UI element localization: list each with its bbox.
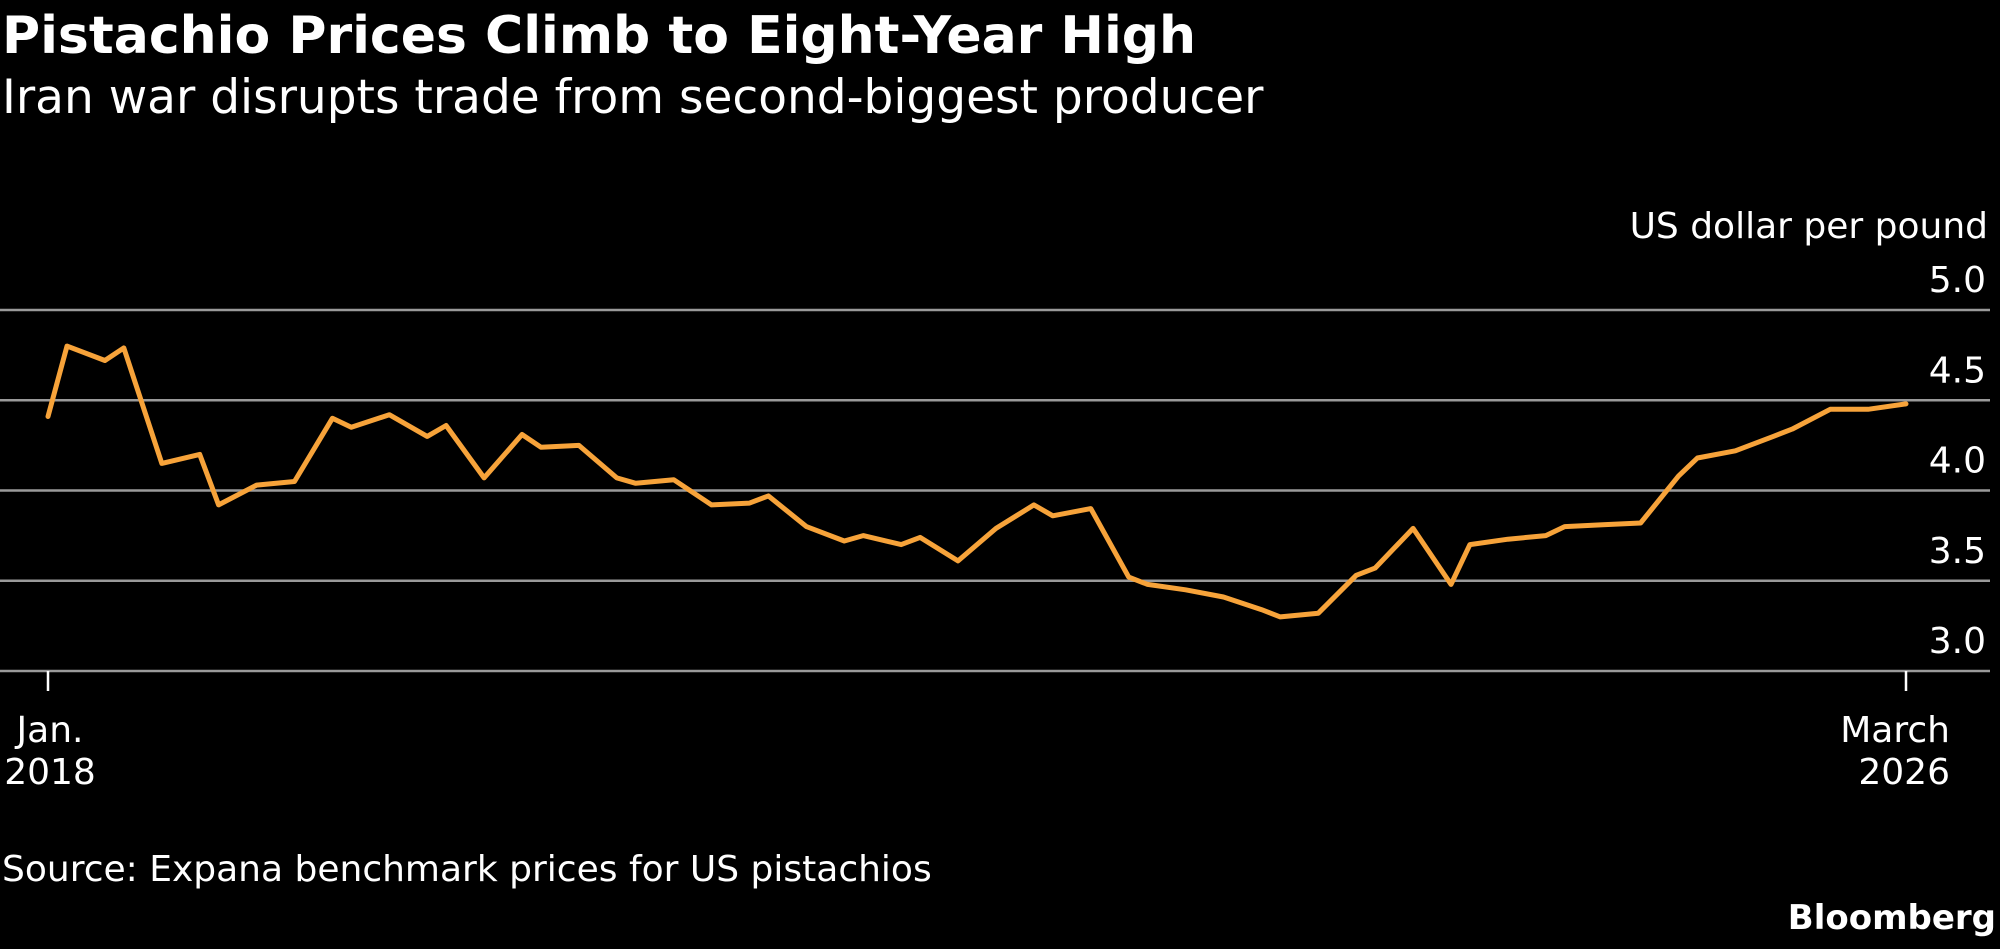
y-tick-label: 3.0: [1929, 621, 1986, 662]
y-tick-label: 3.5: [1929, 531, 1986, 572]
source-note: Source: Expana benchmark prices for US p…: [2, 849, 932, 890]
y-tick-label: 5.0: [1929, 260, 1986, 301]
x-tick-label: Jan.: [15, 710, 84, 751]
x-tick-label: March: [1840, 710, 1950, 751]
chart-title: Pistachio Prices Climb to Eight-Year Hig…: [2, 6, 1197, 66]
x-tick-label: 2018: [4, 752, 96, 793]
y-tick-label: 4.5: [1929, 350, 1986, 391]
chart-subtitle: Iran war disrupts trade from second-bigg…: [2, 70, 1264, 125]
y-axis-unit-label: US dollar per pound: [1629, 206, 1988, 247]
y-tick-label: 4.0: [1929, 441, 1986, 482]
bloomberg-logo: Bloomberg: [1787, 898, 1996, 938]
x-tick-label: 2026: [1858, 752, 1950, 793]
price-series-line: [45, 343, 1909, 620]
